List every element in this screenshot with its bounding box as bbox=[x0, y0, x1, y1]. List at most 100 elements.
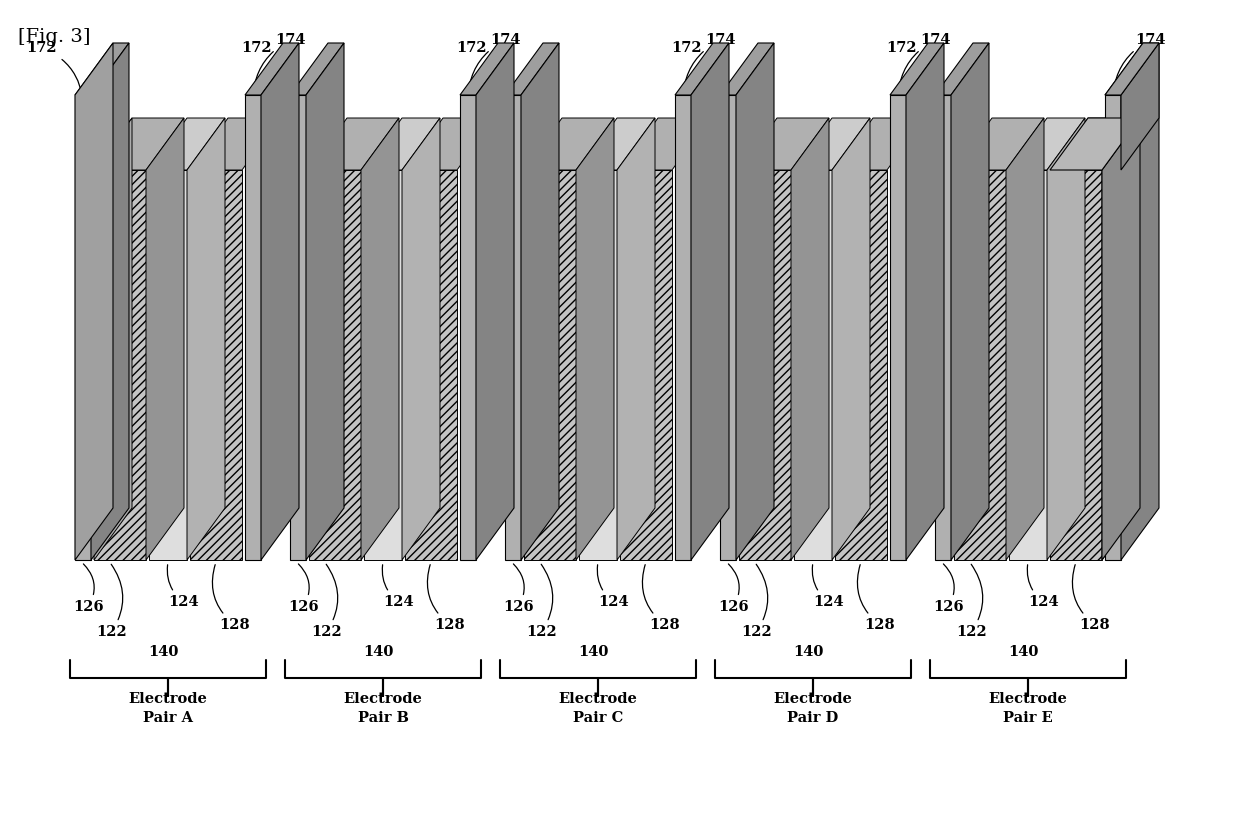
Text: 174: 174 bbox=[253, 33, 305, 97]
Text: 174: 174 bbox=[683, 33, 735, 97]
Polygon shape bbox=[1006, 118, 1044, 560]
Polygon shape bbox=[1047, 118, 1085, 560]
Polygon shape bbox=[618, 118, 655, 560]
Polygon shape bbox=[149, 170, 187, 560]
Polygon shape bbox=[505, 43, 559, 95]
Polygon shape bbox=[720, 43, 774, 95]
Text: 174: 174 bbox=[467, 33, 521, 97]
Polygon shape bbox=[309, 170, 361, 560]
Polygon shape bbox=[260, 43, 299, 560]
Polygon shape bbox=[739, 170, 791, 560]
Polygon shape bbox=[290, 43, 343, 95]
Text: 128: 128 bbox=[642, 565, 681, 632]
Polygon shape bbox=[1009, 118, 1085, 170]
Polygon shape bbox=[1050, 170, 1102, 560]
Text: 122: 122 bbox=[95, 565, 126, 639]
Polygon shape bbox=[521, 43, 559, 560]
Text: 140: 140 bbox=[578, 645, 609, 659]
Text: 128: 128 bbox=[212, 565, 250, 632]
Text: 140: 140 bbox=[794, 645, 823, 659]
Polygon shape bbox=[675, 95, 691, 560]
Polygon shape bbox=[1050, 118, 1140, 170]
Polygon shape bbox=[290, 95, 306, 560]
Text: 140: 140 bbox=[149, 645, 179, 659]
Polygon shape bbox=[361, 118, 399, 560]
Polygon shape bbox=[505, 95, 521, 560]
Polygon shape bbox=[306, 43, 343, 560]
Polygon shape bbox=[74, 95, 91, 560]
Polygon shape bbox=[835, 118, 925, 170]
Text: Electrode
Pair B: Electrode Pair B bbox=[343, 692, 423, 725]
Polygon shape bbox=[954, 118, 1044, 170]
Polygon shape bbox=[794, 118, 870, 170]
Polygon shape bbox=[954, 170, 1006, 560]
Polygon shape bbox=[460, 43, 515, 95]
Polygon shape bbox=[1102, 118, 1140, 560]
Polygon shape bbox=[1102, 118, 1140, 560]
Text: 122: 122 bbox=[956, 565, 987, 639]
Polygon shape bbox=[620, 170, 672, 560]
Text: [Fig. 3]: [Fig. 3] bbox=[19, 28, 91, 46]
Text: 124: 124 bbox=[1027, 565, 1059, 609]
Polygon shape bbox=[91, 43, 129, 560]
Polygon shape bbox=[1105, 95, 1121, 560]
Polygon shape bbox=[1105, 43, 1159, 95]
Polygon shape bbox=[1009, 170, 1047, 560]
Polygon shape bbox=[906, 43, 944, 560]
Polygon shape bbox=[525, 170, 577, 560]
Text: 126: 126 bbox=[932, 564, 963, 614]
Text: 124: 124 bbox=[598, 565, 629, 609]
Text: 126: 126 bbox=[503, 564, 533, 614]
Polygon shape bbox=[246, 95, 260, 560]
Text: Electrode
Pair E: Electrode Pair E bbox=[988, 692, 1068, 725]
Polygon shape bbox=[402, 118, 440, 560]
Polygon shape bbox=[1105, 43, 1159, 95]
Text: 122: 122 bbox=[742, 565, 771, 639]
Polygon shape bbox=[405, 118, 495, 170]
Polygon shape bbox=[246, 43, 299, 95]
Polygon shape bbox=[890, 43, 944, 95]
Polygon shape bbox=[620, 118, 711, 170]
Polygon shape bbox=[74, 43, 113, 560]
Text: 126: 126 bbox=[718, 564, 749, 614]
Polygon shape bbox=[94, 118, 184, 170]
Polygon shape bbox=[146, 118, 184, 560]
Polygon shape bbox=[1050, 118, 1140, 170]
Text: Electrode
Pair C: Electrode Pair C bbox=[558, 692, 637, 725]
Text: 124: 124 bbox=[812, 565, 844, 609]
Text: 128: 128 bbox=[857, 565, 895, 632]
Polygon shape bbox=[737, 43, 774, 560]
Polygon shape bbox=[577, 118, 614, 560]
Text: 140: 140 bbox=[1008, 645, 1039, 659]
Polygon shape bbox=[1121, 43, 1159, 560]
Polygon shape bbox=[720, 95, 737, 560]
Polygon shape bbox=[309, 118, 399, 170]
Polygon shape bbox=[405, 170, 458, 560]
Polygon shape bbox=[794, 170, 832, 560]
Text: 122: 122 bbox=[311, 565, 342, 639]
Polygon shape bbox=[149, 118, 224, 170]
Polygon shape bbox=[832, 118, 870, 560]
Polygon shape bbox=[890, 95, 906, 560]
Polygon shape bbox=[365, 118, 440, 170]
Text: 174: 174 bbox=[1114, 33, 1166, 97]
Polygon shape bbox=[94, 170, 146, 560]
Text: 122: 122 bbox=[526, 565, 557, 639]
Text: 174: 174 bbox=[898, 33, 951, 97]
Polygon shape bbox=[187, 118, 224, 560]
Text: Electrode
Pair D: Electrode Pair D bbox=[774, 692, 852, 725]
Polygon shape bbox=[525, 118, 614, 170]
Polygon shape bbox=[935, 43, 990, 95]
Polygon shape bbox=[675, 43, 729, 95]
Polygon shape bbox=[365, 170, 402, 560]
Polygon shape bbox=[691, 43, 729, 560]
Text: 172: 172 bbox=[671, 41, 728, 97]
Polygon shape bbox=[951, 43, 990, 560]
Text: 128: 128 bbox=[1073, 565, 1110, 632]
Text: Electrode
Pair A: Electrode Pair A bbox=[129, 692, 207, 725]
Polygon shape bbox=[579, 118, 655, 170]
Polygon shape bbox=[190, 170, 242, 560]
Text: 126: 126 bbox=[73, 564, 104, 614]
Polygon shape bbox=[791, 118, 830, 560]
Polygon shape bbox=[190, 118, 280, 170]
